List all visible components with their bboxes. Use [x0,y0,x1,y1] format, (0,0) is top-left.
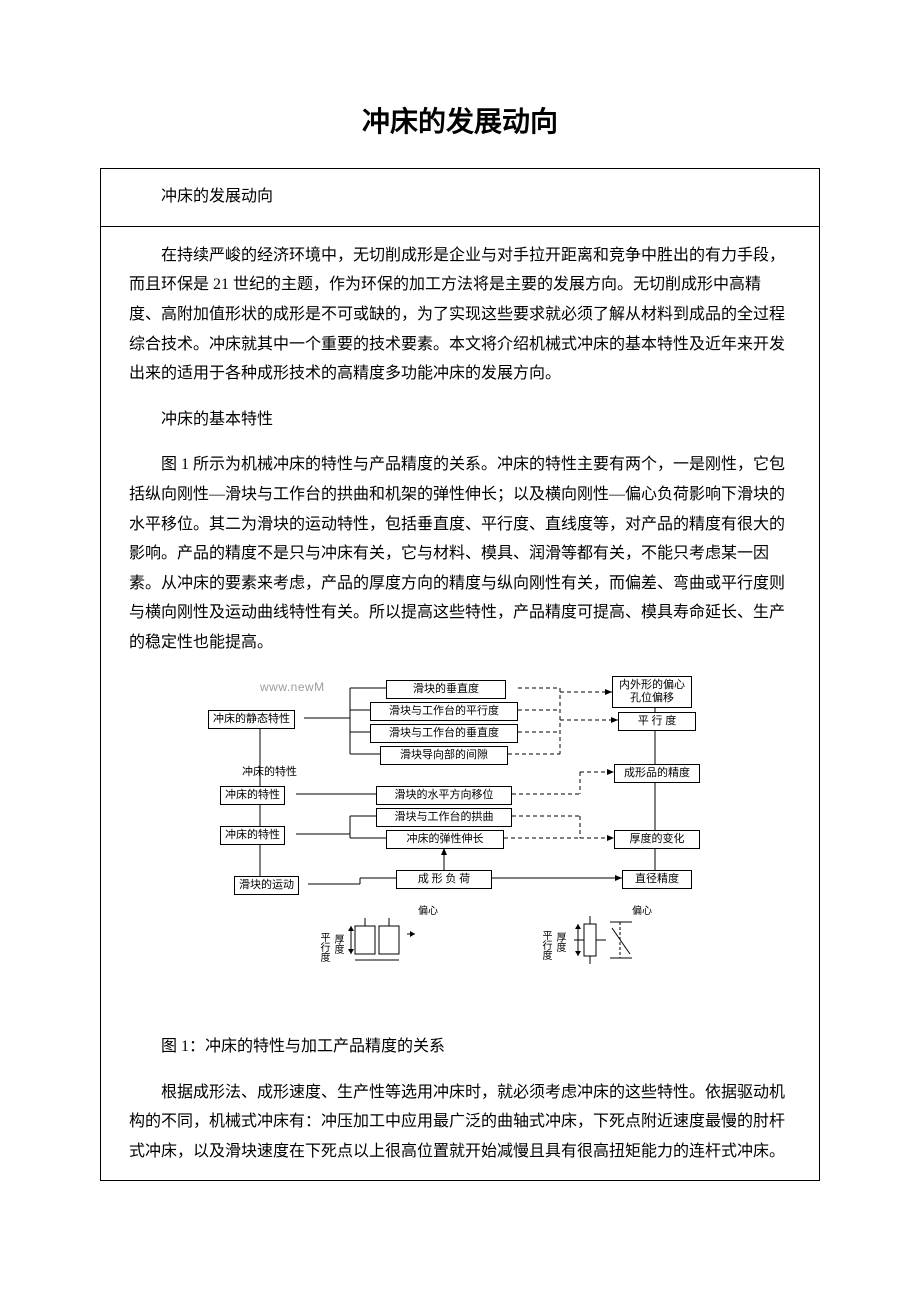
node-m8: 成 形 负 荷 [396,870,492,889]
label-press-char: 冲床的特性 [242,766,297,779]
sketch-right-parallel: 平行度 [540,930,550,960]
node-r1-line1: 内外形的偏心 [619,679,685,691]
figure-1-caption: 图 1：冲床的特性与加工产品精度的关系 [129,1032,791,1062]
node-m4: 滑块导向部的间隙 [380,746,508,765]
page-title: 冲床的发展动向 [100,100,820,140]
node-m2: 滑块与工作台的平行度 [370,702,518,721]
node-m1: 滑块的垂直度 [386,680,506,699]
node-m3: 滑块与工作台的垂直度 [370,724,518,743]
node-m7: 冲床的弹性伸长 [386,830,504,849]
paragraph-intro: 在持续严峻的经济环境中，无切削成形是企业与对手拉开距离和竞争中胜出的有力手段，而… [129,241,791,389]
node-m5: 滑块的水平方向移位 [376,786,512,805]
node-r5: 直径精度 [622,870,692,889]
content-table: 冲床的发展动向 在持续严峻的经济环境中，无切削成形是企业与对手拉开距离和竞争中胜… [100,168,820,1181]
node-r3: 成形品的精度 [614,764,700,783]
node-r1-line2: 孔位偏移 [630,692,674,704]
diagram-press-characteristics: www.newM 冲床的静态特性 冲床的特性 冲床的特性 冲床的特性 滑块的运动… [200,674,720,1004]
paragraph-selection: 根据成形法、成形速度、生产性等选用冲床时，就必须考虑冲床的这些特性。依据驱动机构… [129,1078,791,1167]
node-static-char: 冲床的静态特性 [208,710,295,729]
sketch-left-ecc: 偏心 [418,906,438,918]
node-press-char-1: 冲床的特性 [220,786,285,805]
watermark-text: www.newM [260,676,325,698]
node-r4: 厚度的变化 [614,830,700,849]
sketch-left-thickness: 厚度 [332,934,342,954]
paragraph-characteristics: 图 1 所示为机械冲床的特性与产品精度的关系。冲床的特性主要有两个，一是刚性，它… [129,450,791,657]
node-r1: 内外形的偏心 孔位偏移 [612,676,692,708]
table-body-cell: 在持续严峻的经济环境中，无切削成形是企业与对手拉开距离和竞争中胜出的有力手段，而… [101,226,820,1181]
sketch-left-parallel: 平行度 [318,932,328,962]
figure-1: www.newM 冲床的静态特性 冲床的特性 冲床的特性 冲床的特性 滑块的运动… [129,674,791,1015]
node-press-char-2: 冲床的特性 [220,826,285,845]
node-m6: 滑块与工作台的拱曲 [376,808,512,827]
section-heading-basics: 冲床的基本特性 [129,405,791,435]
node-r2: 平 行 度 [618,712,696,731]
node-slider-motion: 滑块的运动 [234,876,299,895]
sketch-right-thickness: 厚度 [554,932,564,952]
sketch-right-ecc: 偏心 [632,906,652,918]
table-header-cell: 冲床的发展动向 [101,169,820,227]
